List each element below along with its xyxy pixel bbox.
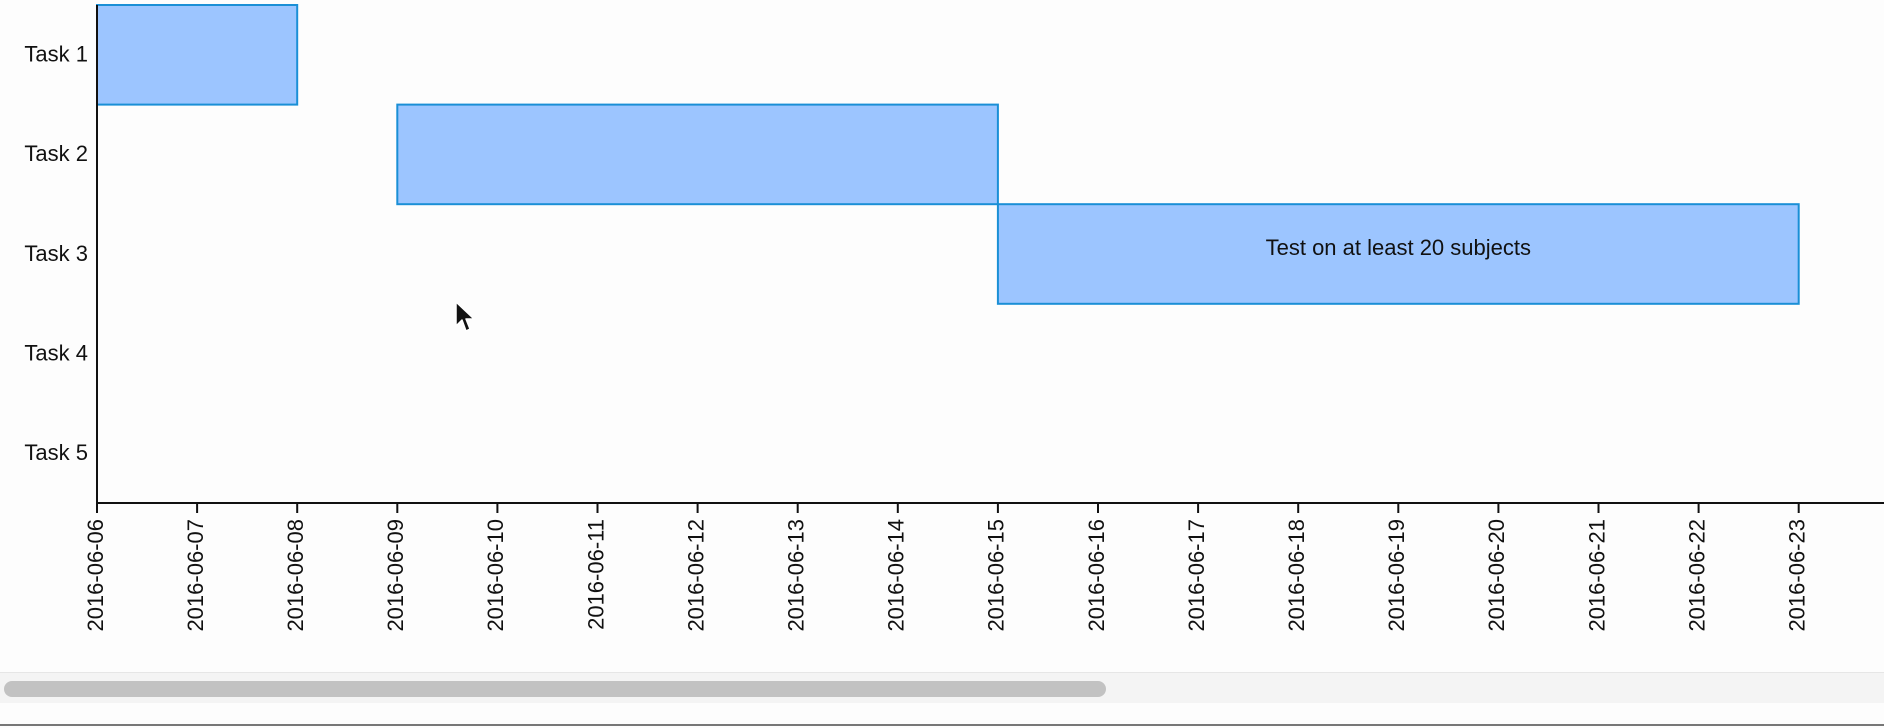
task-label: Task 4 bbox=[24, 340, 88, 365]
x-tick-label: 2016-06-16 bbox=[1084, 519, 1109, 632]
x-tick-label: 2016-06-15 bbox=[984, 519, 1009, 632]
task-label: Task 1 bbox=[24, 42, 88, 67]
gantt-bar-3 bbox=[996, 203, 1800, 305]
x-tick-label: 2016-06-22 bbox=[1684, 519, 1709, 632]
gantt-chart: Test on at least 20 subjects Task 1Task … bbox=[24, 4, 1884, 632]
scrollbar-thumb[interactable] bbox=[4, 681, 1106, 697]
x-tick-label: 2016-06-06 bbox=[83, 519, 108, 632]
x-axis: 2016-06-06 2016-06-07 2016-06-08 2016-06-09… bbox=[83, 503, 1810, 632]
task-axis: Task 1 Task 2 Task 3 Task 4 Task 5 bbox=[24, 42, 88, 465]
task-label: Task 3 bbox=[24, 241, 88, 266]
x-tick-label: 2016-06-18 bbox=[1284, 519, 1309, 632]
gantt-bar-2 bbox=[396, 103, 999, 206]
horizontal-scrollbar[interactable] bbox=[0, 672, 1884, 703]
task-label: Task 2 bbox=[24, 141, 88, 166]
gantt-bar-1 bbox=[96, 4, 299, 106]
x-tick-label: 2016-06-13 bbox=[784, 519, 809, 632]
mouse-pointer-icon bbox=[455, 301, 475, 332]
task-label: Task 5 bbox=[24, 440, 88, 465]
x-tick-label: 2016-06-21 bbox=[1584, 519, 1609, 632]
x-tick-label: 2016-06-07 bbox=[183, 519, 208, 632]
bar-label: Test on at least 20 subjects bbox=[1266, 235, 1531, 260]
x-tick-label: 2016-06-11 bbox=[583, 519, 608, 630]
x-tick-label: 2016-06-08 bbox=[283, 519, 308, 632]
window-bottom-edge bbox=[0, 724, 1884, 726]
x-tick-label: 2016-06-10 bbox=[483, 519, 508, 632]
x-tick-label: 2016-06-20 bbox=[1484, 519, 1509, 632]
x-tick-label: 2016-06-14 bbox=[884, 519, 909, 632]
bars-layer: Test on at least 20 subjects bbox=[96, 4, 1800, 305]
x-tick-label: 2016-06-17 bbox=[1184, 519, 1209, 632]
x-tick-label: 2016-06-23 bbox=[1785, 519, 1810, 632]
x-tick-label: 2016-06-12 bbox=[683, 519, 708, 632]
x-tick-label: 2016-06-19 bbox=[1384, 519, 1409, 632]
x-tick-label: 2016-06-09 bbox=[383, 519, 408, 632]
